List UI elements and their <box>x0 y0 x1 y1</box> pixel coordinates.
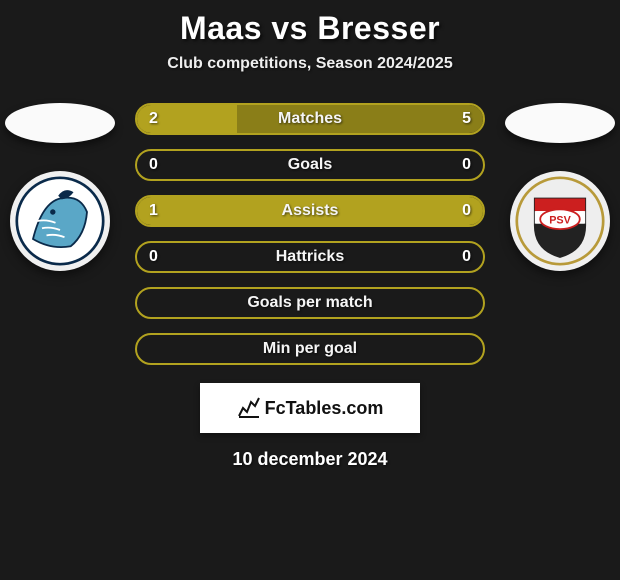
team-badge-left <box>10 171 110 271</box>
stat-value-left: 2 <box>149 110 158 128</box>
stat-value-left: 1 <box>149 202 158 220</box>
stat-label: Matches <box>278 110 342 128</box>
stat-row: Goals per match <box>135 287 485 319</box>
player-avatar-right <box>505 103 615 143</box>
brand-box[interactable]: FcTables.com <box>200 383 420 433</box>
brand-text: FcTables.com <box>265 398 384 419</box>
team-badge-right: PSV <box>510 171 610 271</box>
stat-row: Min per goal <box>135 333 485 365</box>
brand-chart-icon <box>237 396 261 420</box>
stat-label: Goals <box>288 156 332 174</box>
subtitle: Club competitions, Season 2024/2025 <box>0 55 620 73</box>
stat-row: 2 Matches 5 <box>135 103 485 135</box>
stat-row: 0 Goals 0 <box>135 149 485 181</box>
stat-value-right: 0 <box>462 202 471 220</box>
stat-fill-right <box>237 105 483 133</box>
page-title: Maas vs Bresser <box>0 10 620 47</box>
stat-row: 0 Hattricks 0 <box>135 241 485 273</box>
stat-row: 1 Assists 0 <box>135 195 485 227</box>
right-side: PSV <box>505 103 615 271</box>
player-avatar-left <box>5 103 115 143</box>
stat-label: Assists <box>282 202 339 220</box>
main-content: 2 Matches 5 0 Goals 0 1 Assists 0 0 Hattricks 0 Goal… <box>0 103 620 365</box>
stat-label: Hattricks <box>276 248 344 266</box>
svg-text:PSV: PSV <box>549 215 571 227</box>
comparison-card: Maas vs Bresser Club competitions, Seaso… <box>0 0 620 580</box>
stat-value-right: 0 <box>462 156 471 174</box>
left-side <box>5 103 115 271</box>
stat-value-left: 0 <box>149 156 158 174</box>
stat-value-right: 0 <box>462 248 471 266</box>
stat-value-right: 5 <box>462 110 471 128</box>
stat-label: Min per goal <box>263 340 357 358</box>
stat-label: Goals per match <box>247 294 372 312</box>
date-label: 10 december 2024 <box>0 449 620 470</box>
stat-value-left: 0 <box>149 248 158 266</box>
stats-column: 2 Matches 5 0 Goals 0 1 Assists 0 0 Hattricks 0 Goal… <box>135 103 485 365</box>
